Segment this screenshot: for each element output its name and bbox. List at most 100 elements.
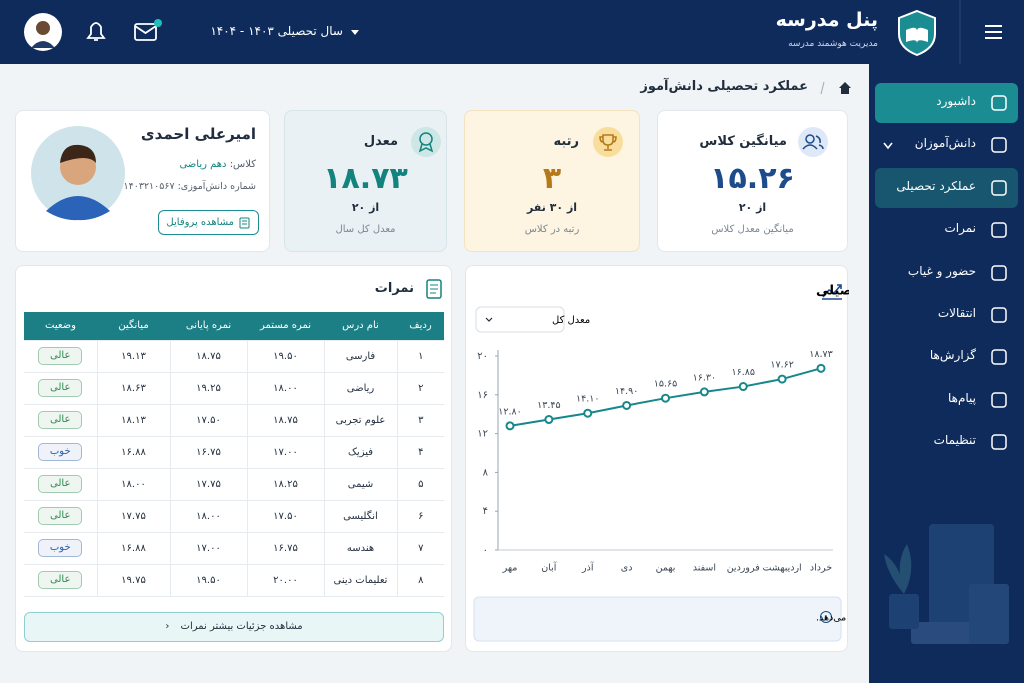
students-caret[interactable]	[881, 139, 895, 153]
icon-shape	[991, 222, 1007, 238]
notifications-button[interactable]	[86, 22, 106, 41]
card-caption: معدل کل سال	[335, 224, 396, 235]
button-label: مشاهده پروفایل	[166, 217, 234, 228]
grade-cell: ۱۸.۰۰	[96, 468, 170, 501]
menu-button[interactable]	[985, 25, 1002, 39]
grade-cell: ۸	[396, 564, 444, 597]
sidebar-label: گزارش‌ها	[929, 348, 976, 363]
grade-cell: ۱	[396, 340, 444, 373]
grade-cell: انگلیسی	[323, 500, 397, 533]
sidebar	[869, 64, 1024, 683]
grade-row: ۲ ریاضی ۱۸.۰۰ ۱۹.۲۵ ۱۸.۶۳ عالی	[24, 372, 444, 405]
card-out-of: از ۲۰	[351, 201, 380, 214]
icon-shape	[991, 434, 1007, 450]
class-value: دهم ریاضی	[179, 159, 227, 170]
sidebar-label: دانش‌آموزان	[914, 136, 976, 151]
selector-label: معدل کل	[552, 315, 590, 326]
x-tick-label: اردیبهشت	[763, 563, 802, 574]
sidebar-item[interactable]: پیام‌ها	[875, 380, 1018, 420]
grade-cell: ۱۷.۵۰	[169, 404, 247, 437]
grade-cell: ۱۹.۲۵	[169, 372, 247, 405]
sidebar-label: انتقالات	[937, 306, 976, 320]
grade-cell: شیمی	[323, 468, 397, 501]
grade-cell: ۱۸.۷۵	[169, 340, 247, 373]
status-badge: عالی	[38, 507, 83, 525]
year-selector[interactable]: سال تحصیلی ۱۴۰۳ - ۱۴۰۴	[210, 24, 343, 38]
chart-title: نمودار پیشرفت تحصیلی	[816, 284, 849, 299]
grades-table: ردیف نام درس نمره مستمر نمره پایانی میانگین و…	[24, 312, 444, 597]
grade-cell: ۱۷.۰۰	[246, 436, 324, 469]
sidebar-item[interactable]: انتقالات	[875, 295, 1018, 335]
data-label: ۱۶.۸۵	[732, 367, 755, 378]
grade-cell: ۱۷.۵۰	[246, 500, 324, 533]
status-badge: عالی	[38, 475, 83, 493]
grade-cell: ۱۸.۲۵	[246, 468, 324, 501]
sidebar-item[interactable]: نمرات	[875, 210, 1018, 250]
sidebar-icon	[991, 307, 1007, 323]
grade-cell: ۵	[396, 468, 444, 501]
sidebar-item[interactable]: تنظیمات	[875, 422, 1018, 462]
x-tick-label: آبان	[541, 561, 557, 574]
data-label: ۱۳.۴۵	[537, 400, 560, 411]
grade-cell: ۱۸.۰۰	[246, 372, 324, 405]
grade-cell: فارسی	[323, 340, 397, 373]
grade-cell: ۱۶.۸۸	[96, 436, 170, 469]
column-header: ردیف	[397, 312, 444, 341]
grade-cell: ۷	[396, 532, 444, 565]
year-caret	[351, 30, 359, 35]
icon-shape	[991, 307, 1007, 323]
sidebar-item[interactable]: گزارش‌ها	[875, 337, 1018, 377]
icon-shape	[991, 349, 1007, 366]
y-tick-label: ۰	[483, 545, 488, 556]
sidebar-icon	[991, 137, 1007, 154]
button-label: مشاهده جزئیات بیشتر نمرات	[180, 621, 303, 632]
card-caption: رتبه در کلاس	[524, 224, 580, 235]
rank-card: رتبه ۳ از ۳۰ نفر رتبه در کلاس	[464, 110, 640, 252]
card-title: رتبه	[553, 134, 579, 149]
data-label: ۱۴.۱۰	[576, 394, 599, 405]
student-number: شماره دانش‌آموزی: ۱۴۰۳۲۱۰۵۶۷	[123, 181, 256, 192]
status-badge: عالی	[38, 571, 83, 589]
more-grades-button[interactable]: مشاهده جزئیات بیشتر نمرات ‹	[24, 612, 444, 642]
sidebar-label: تنظیمات	[933, 433, 976, 448]
card-value: ۱۸.۷۳	[323, 161, 408, 196]
card-value: ۱۵.۲۶	[710, 161, 795, 196]
class-info: کلاس: دهم ریاضی	[179, 159, 256, 170]
messages-button[interactable]	[134, 23, 157, 41]
y-tick-label: ۸	[483, 467, 489, 478]
grade-row: ۵ شیمی ۱۸.۲۵ ۱۷.۷۵ ۱۸.۰۰ عالی	[24, 468, 444, 501]
column-header: نمره پایانی	[170, 312, 247, 341]
sidebar-item[interactable]: عملکرد تحصیلی	[875, 167, 1018, 208]
sidebar-item[interactable]: دانش‌آموزان	[875, 125, 1018, 165]
status-cell: خوب	[24, 436, 97, 469]
sidebar-icon	[991, 392, 1007, 408]
grades-title: نمرات	[374, 281, 414, 296]
card-caption: میانگین معدل کلاس	[711, 224, 794, 235]
point	[622, 400, 632, 410]
point	[777, 374, 787, 384]
grade-cell: ۱۷.۷۵	[96, 500, 170, 533]
y-tick-label: ۴	[483, 506, 488, 517]
grade-cell: ۱۶.۷۵	[169, 436, 247, 469]
grade-cell: ۱۸.۷۵	[246, 404, 324, 437]
data-label: ۱۵.۶۵	[654, 379, 677, 390]
grade-row: ۱ فارسی ۱۹.۵۰ ۱۸.۷۵ ۱۹.۱۳ عالی	[24, 340, 444, 373]
sidebar-item[interactable]: داشبورد	[875, 83, 1018, 123]
icon-shape	[991, 95, 1007, 111]
icon-shape	[991, 264, 1007, 281]
status-cell: عالی	[24, 564, 97, 597]
column-header: میانگین	[97, 312, 170, 341]
view-profile-button[interactable]: مشاهده پروفایل	[158, 210, 259, 235]
status-cell: عالی	[24, 500, 97, 533]
x-tick-label: دی	[621, 563, 633, 574]
sidebar-item[interactable]: حضور و غیاب	[875, 253, 1018, 293]
point	[661, 393, 670, 403]
card-out-of: از ۲۰	[738, 201, 767, 214]
header-row: ردیف نام درس نمره مستمر نمره پایانی میانگین و…	[24, 312, 444, 341]
column-header: نمره مستمر	[247, 312, 324, 341]
point	[544, 415, 554, 425]
series-selector[interactable]	[475, 306, 565, 333]
point	[505, 421, 515, 431]
grade-cell: ریاضی	[323, 372, 397, 405]
